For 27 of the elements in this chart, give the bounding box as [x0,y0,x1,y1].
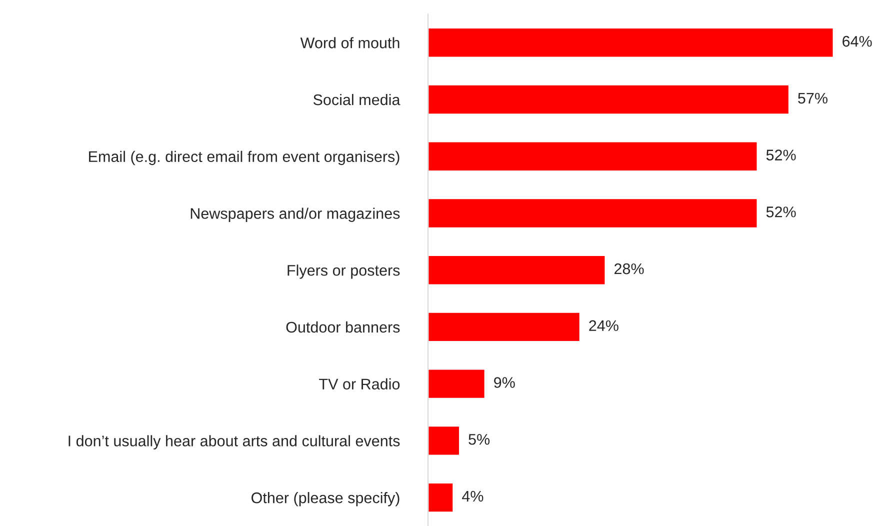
y-tick-label: Word of mouth [300,37,400,48]
y-tick-label: Social media [313,94,400,106]
bar [428,254,606,286]
bar [428,198,758,229]
data-label: 52% [766,150,796,160]
data-label: 57% [798,92,828,104]
bar [428,482,454,514]
y-tick-label: Flyers or posters [288,264,400,279]
data-label: 28% [614,263,644,274]
bar [428,27,834,58]
y-tick-label: Outdoor banners [286,321,400,333]
bar [428,368,486,400]
y-tick-label: Email (e.g. direct email from event organisers) [89,150,400,166]
data-label: 4% [462,490,484,502]
bar [428,425,460,456]
data-label: 5% [468,434,490,445]
y-tick-label: I don’t usually hear about arts and cultural events [68,435,400,450]
data-label: 52% [766,206,796,218]
data-label: 64% [842,36,872,47]
data-label: 24% [589,320,618,332]
bar [428,140,758,172]
bar [428,311,581,342]
bar [428,84,790,115]
data-label: 9% [494,377,515,388]
y-tick-label: TV or Radio [319,378,400,390]
y-tick-label: Other (please specify) [252,492,400,506]
y-tick-label: Newspapers and/or magazines [190,208,400,222]
